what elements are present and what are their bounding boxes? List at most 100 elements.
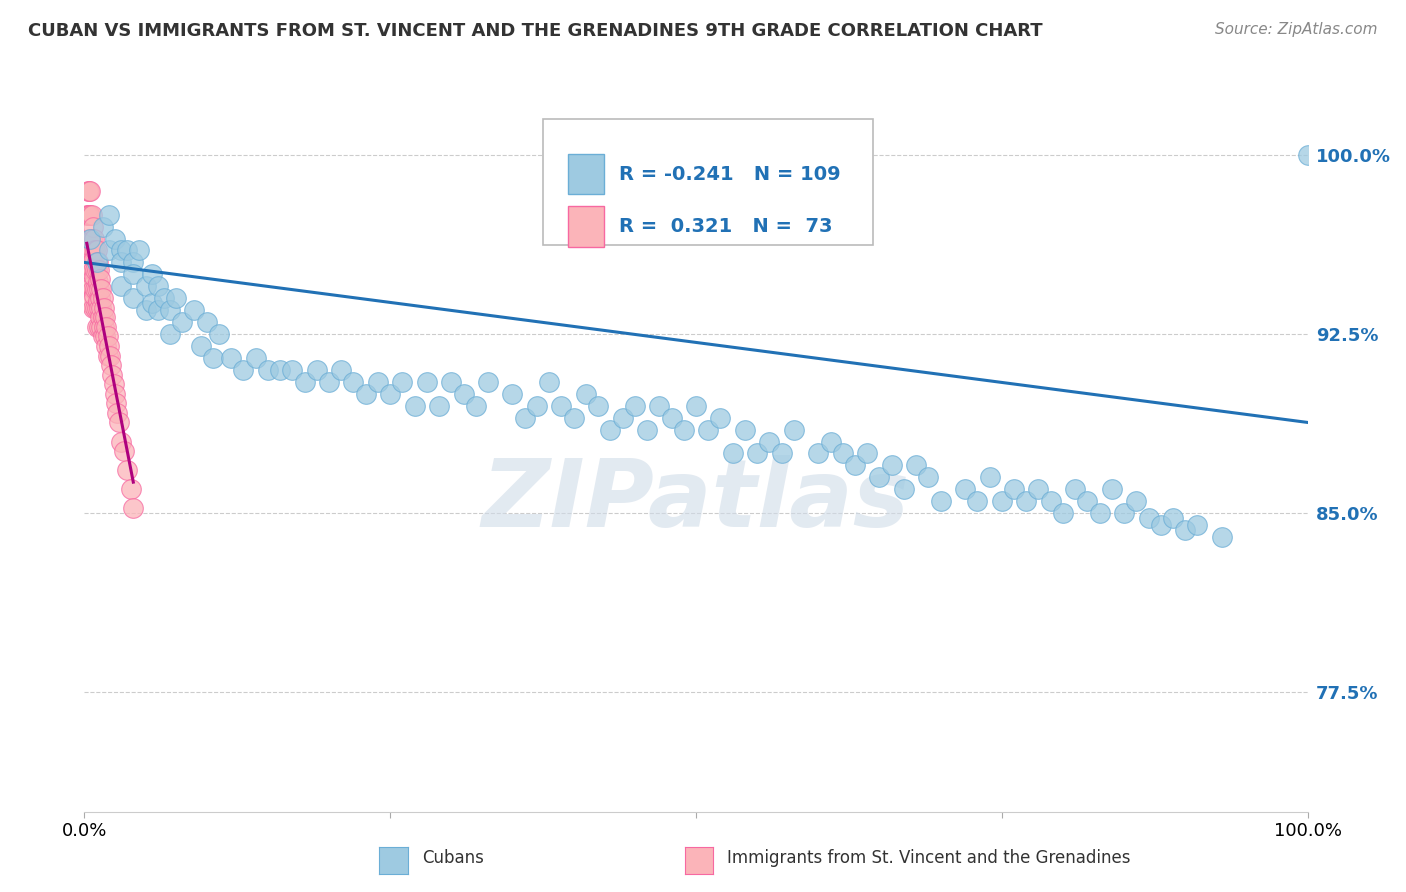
Point <box>1150 518 1173 533</box>
Point <box>104 231 127 245</box>
Point <box>1101 483 1123 497</box>
Point <box>1296 148 1319 162</box>
Point <box>105 406 128 420</box>
Point <box>661 410 683 425</box>
Point <box>721 446 744 460</box>
Point <box>89 291 111 305</box>
Point <box>104 386 127 401</box>
Point <box>90 282 112 296</box>
Point <box>91 329 114 343</box>
Point <box>893 483 915 497</box>
Point <box>917 470 939 484</box>
Point <box>1187 518 1209 533</box>
Point <box>153 291 176 305</box>
Point <box>93 319 115 334</box>
Point <box>122 255 145 269</box>
Point <box>172 315 194 329</box>
Point <box>416 375 439 389</box>
Point <box>844 458 866 473</box>
Point <box>783 423 806 437</box>
Point <box>97 244 120 258</box>
Point <box>101 368 124 382</box>
FancyBboxPatch shape <box>543 120 873 245</box>
Point <box>820 434 842 449</box>
Point <box>1015 494 1038 508</box>
Point <box>1161 511 1184 525</box>
Point <box>82 301 104 315</box>
Point <box>97 208 120 222</box>
Point <box>513 410 536 425</box>
Point <box>112 444 135 458</box>
Point <box>110 244 132 258</box>
Point <box>115 244 138 258</box>
Point <box>89 310 111 325</box>
Point <box>141 268 163 282</box>
Point <box>115 463 138 477</box>
Point <box>330 363 353 377</box>
Point <box>141 296 163 310</box>
Point <box>257 363 280 377</box>
Point <box>94 310 117 325</box>
Point <box>83 289 105 303</box>
Point <box>82 262 104 277</box>
Point <box>93 301 115 315</box>
Bar <box>568 206 605 246</box>
Point <box>77 184 100 198</box>
Point <box>87 319 110 334</box>
Point <box>77 231 100 245</box>
Point <box>79 262 101 277</box>
Point <box>294 375 316 389</box>
Point <box>84 244 107 258</box>
Point <box>1174 523 1197 537</box>
Point <box>269 363 291 377</box>
Point <box>575 386 598 401</box>
Point <box>97 329 120 343</box>
Point <box>159 327 181 342</box>
Point <box>103 377 125 392</box>
Point <box>77 208 100 222</box>
Point <box>477 375 499 389</box>
Point <box>165 291 187 305</box>
Point <box>84 262 107 277</box>
Point <box>79 231 101 245</box>
Point <box>83 231 105 245</box>
Point <box>79 248 101 262</box>
Point <box>1002 483 1025 497</box>
Point <box>856 446 879 460</box>
Point <box>929 494 952 508</box>
Point <box>208 327 231 342</box>
Point <box>97 349 120 363</box>
Point <box>391 375 413 389</box>
Point <box>1064 483 1087 497</box>
Point <box>135 303 157 318</box>
Point <box>502 386 524 401</box>
Point <box>79 296 101 310</box>
Point <box>146 303 169 318</box>
Point <box>905 458 928 473</box>
Point <box>80 231 103 245</box>
Point <box>190 339 212 353</box>
Point <box>86 244 108 258</box>
Point <box>612 410 634 425</box>
Point <box>79 231 101 245</box>
Point <box>440 375 463 389</box>
Point <box>562 410 585 425</box>
Point <box>380 386 402 401</box>
Point <box>1137 511 1160 525</box>
Point <box>869 470 891 484</box>
Point <box>966 494 988 508</box>
Point <box>83 251 105 265</box>
Point <box>1052 506 1074 520</box>
Point <box>86 319 108 334</box>
Text: Immigrants from St. Vincent and the Grenadines: Immigrants from St. Vincent and the Gren… <box>727 849 1130 867</box>
Point <box>305 363 328 377</box>
Point <box>87 275 110 289</box>
Point <box>77 208 100 222</box>
Point <box>1088 506 1111 520</box>
Point <box>110 434 132 449</box>
Point <box>624 399 647 413</box>
Point <box>91 310 114 325</box>
Point <box>98 349 121 363</box>
Point <box>453 386 475 401</box>
Point <box>96 319 118 334</box>
